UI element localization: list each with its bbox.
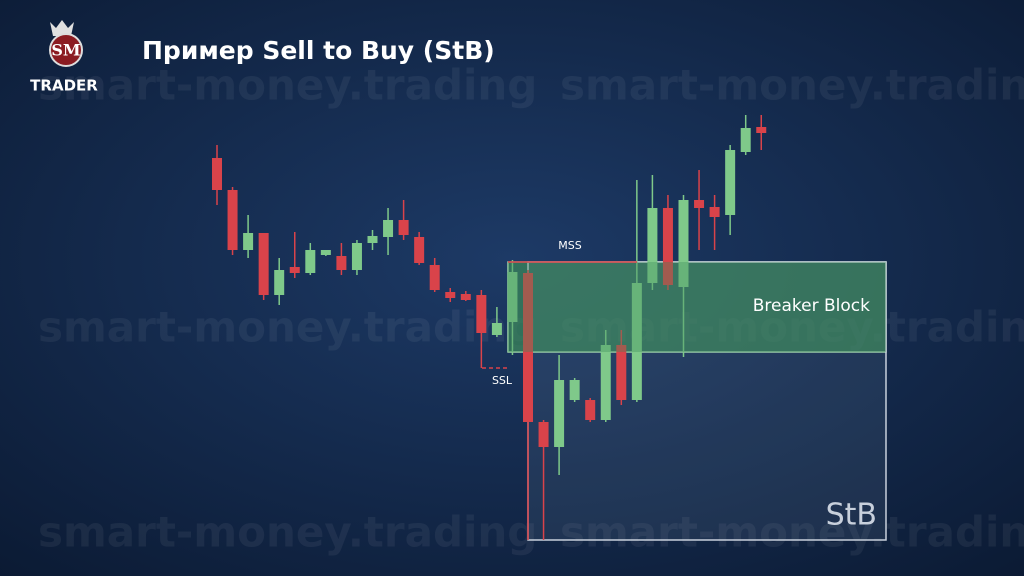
candle-body: [662, 208, 673, 285]
candle-body: [227, 190, 238, 250]
zone: [507, 261, 887, 353]
candle-body: [398, 220, 409, 235]
level-label: SSL: [492, 374, 513, 387]
candle-body: [274, 270, 285, 295]
candle-body: [258, 233, 269, 295]
zone-overlay: [508, 262, 886, 352]
watermark: smart-money.trading: [38, 508, 537, 557]
watermark: smart-money.trading: [560, 508, 1024, 557]
candle-body: [320, 250, 331, 255]
candle-body: [523, 273, 533, 422]
candle-body: [600, 345, 611, 420]
candle-body: [538, 422, 549, 447]
logo-mark: SM: [51, 41, 80, 60]
candle-body: [616, 345, 627, 400]
candle-body: [678, 200, 689, 287]
watermark: smart-money.trading: [560, 61, 1024, 110]
candle-body: [725, 150, 736, 215]
watermark: smart-money.trading: [38, 61, 537, 110]
logo-circle: [49, 33, 83, 67]
crown-icon: [50, 20, 74, 36]
candle-body: [694, 200, 705, 208]
logo: SM TRADER: [30, 20, 98, 95]
candle-body: [647, 208, 658, 283]
candle-body: [383, 220, 394, 237]
candle-body: [460, 294, 471, 300]
candle-body: [336, 256, 347, 270]
logo-text: TRADER: [30, 77, 98, 95]
candle-body: [740, 128, 751, 152]
candle-body: [476, 295, 487, 333]
watermark: smart-money.trading: [38, 303, 537, 352]
candle-body: [367, 236, 378, 243]
candle-body: [756, 127, 767, 133]
candle-body: [491, 323, 502, 335]
candle-body: [212, 158, 222, 190]
candle-body: [445, 292, 456, 298]
candle-body: [569, 380, 580, 400]
candle-body: [585, 400, 596, 420]
candle-body: [289, 267, 300, 273]
zone-label: StB: [826, 498, 877, 533]
candle-body: [243, 233, 254, 250]
title: Пример Sell to Buy (StB): [142, 36, 495, 65]
level-label: MSS: [558, 239, 581, 252]
candle-body: [414, 237, 425, 263]
candle-body: [305, 250, 316, 273]
candle-body: [351, 243, 362, 270]
candle-body: [554, 380, 565, 447]
candle-body: [631, 283, 642, 400]
candle-body: [709, 207, 720, 217]
candle-body: [429, 265, 440, 290]
candle-body: [507, 272, 518, 322]
zone-label: Breaker Block: [753, 296, 870, 316]
